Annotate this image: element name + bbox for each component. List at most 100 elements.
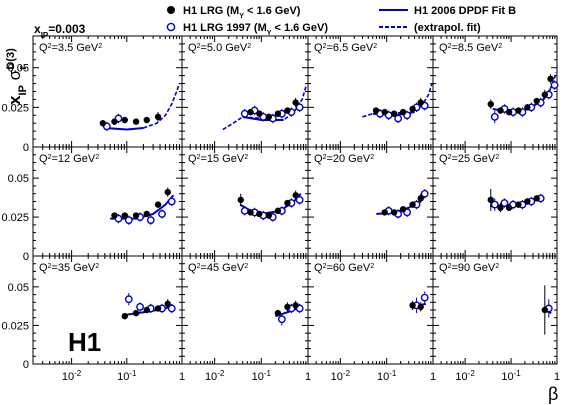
q2-label: Q2=90 GeV2 <box>439 262 499 274</box>
filled-point <box>399 206 407 213</box>
x-tick-label: 10-1 <box>377 369 397 384</box>
y-tick-label: 0 <box>23 142 29 154</box>
panel-1: Q2=3.5 GeV2 <box>32 35 183 148</box>
x-tick-label: 1 <box>554 371 560 383</box>
x-axis-label: β <box>548 384 558 404</box>
filled-point <box>541 91 549 98</box>
y-tick-label: 0.05 <box>8 63 29 75</box>
filled-point <box>274 309 282 317</box>
open-point <box>136 303 144 311</box>
open-point <box>490 200 499 209</box>
open-point <box>240 109 249 118</box>
filled-point <box>237 196 244 204</box>
q2-label: Q2=6.5 GeV2 <box>314 42 377 54</box>
q2-label: Q2=25 GeV2 <box>439 153 499 165</box>
filled-point <box>381 209 388 216</box>
filled-point <box>292 192 299 199</box>
legend-open-marker <box>166 22 176 32</box>
q2-label: Q2=20 GeV2 <box>314 153 374 165</box>
filled-point <box>143 116 150 124</box>
open-point <box>420 189 429 198</box>
filled-point <box>154 305 162 312</box>
filled-point <box>381 108 388 116</box>
fit-extrapolated-line <box>143 83 181 129</box>
panels-grid: Q2=3.5 GeV2 Q2=5.0 GeV2 Q2=6.5 GeV2 Q2=8.5 … <box>32 35 559 365</box>
x-tick-label: 10-1 <box>117 369 137 384</box>
y-axis-label: xIP σrD(3) <box>5 48 29 105</box>
header-label: xIP=0.003 <box>34 22 86 40</box>
y-axis-title: xIP σrD(3) <box>5 48 29 105</box>
open-point <box>124 295 133 304</box>
q2-label: Q2=15 GeV2 <box>188 153 248 165</box>
open-point <box>295 103 304 112</box>
panel-7: Q2=20 GeV2 <box>307 146 434 257</box>
q2-label: Q2=8.5 GeV2 <box>439 42 502 54</box>
filled-point <box>505 108 513 116</box>
filled-point <box>515 201 522 208</box>
filled-point <box>111 212 118 219</box>
x-tick-label: 10-2 <box>62 369 82 384</box>
fit-extrapolated-line <box>222 86 307 131</box>
filled-point <box>164 188 171 196</box>
open-point <box>420 293 429 302</box>
filled-point <box>497 107 504 114</box>
filled-point <box>372 107 380 114</box>
h1-logo-text: H1 <box>68 327 101 357</box>
filled-point <box>409 201 416 208</box>
y-tick-label: 0 <box>23 251 29 263</box>
legend-entry-1: H1 LRG (MY < 1.6 GeV) <box>183 5 301 20</box>
filled-point <box>274 110 282 117</box>
filled-point <box>505 204 513 211</box>
filled-point <box>533 97 540 105</box>
filled-point <box>487 196 494 204</box>
x-tick-label: 10-1 <box>501 369 521 384</box>
fit-extrapolated-line <box>362 83 433 118</box>
q2-label: Q2=60 GeV2 <box>314 262 374 274</box>
filled-point <box>265 212 273 219</box>
x-tick-label: 1 <box>179 371 185 383</box>
h1-logo: H1 <box>68 327 101 357</box>
filled-point <box>292 99 299 106</box>
panel-11: Q2=60 GeV2 <box>307 255 434 365</box>
filled-point <box>497 204 504 211</box>
filled-point <box>487 100 494 108</box>
filled-point <box>99 120 107 127</box>
filled-point <box>121 116 128 124</box>
q2-label: Q2=3.5 GeV2 <box>39 42 102 54</box>
open-point <box>295 196 304 204</box>
filled-point <box>541 306 549 314</box>
legend-filled-marker <box>167 6 175 14</box>
x-tick-label: 10-2 <box>331 369 351 384</box>
x-tick-label: 1 <box>305 371 311 383</box>
filled-point <box>524 198 531 205</box>
filled-point <box>132 309 140 317</box>
filled-point <box>409 105 416 113</box>
filled-point <box>515 107 522 114</box>
filled-point <box>143 210 150 218</box>
panel-10: Q2=45 GeV2 <box>181 255 309 365</box>
panel-5: Q2=12 GeV2 <box>32 146 183 257</box>
open-point <box>550 81 559 90</box>
filled-point <box>154 201 162 208</box>
y-tick-label: 0.025 <box>1 102 29 114</box>
filled-point <box>390 110 398 117</box>
panel-9: Q2=35 GeV2 <box>32 255 183 365</box>
x-tick-label: 10-2 <box>205 369 225 384</box>
filled-point <box>265 113 273 121</box>
filled-point <box>284 199 291 207</box>
open-point <box>240 206 249 215</box>
open-point <box>500 199 509 207</box>
filled-point <box>247 108 254 116</box>
y-tick-label: 0.05 <box>8 173 29 185</box>
filled-point <box>417 303 424 311</box>
filled-point <box>274 207 282 215</box>
filled-point <box>533 195 540 202</box>
panel-8: Q2=25 GeV2 <box>432 146 558 257</box>
open-point <box>167 304 176 313</box>
filled-point <box>143 306 150 314</box>
legend-entry-2: H1 LRG 1997 (MY < 1.6 GeV) <box>183 22 328 37</box>
filled-point <box>284 303 291 311</box>
filled-point <box>111 118 118 125</box>
x-tick-label: 10-2 <box>455 369 475 384</box>
filled-point <box>247 209 254 216</box>
